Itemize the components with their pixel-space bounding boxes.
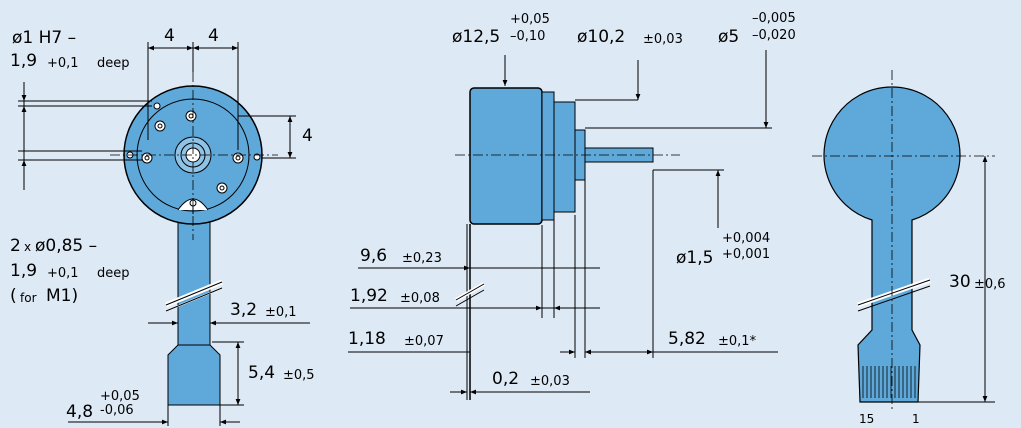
hole-dia-label: ø1 H7 – <box>12 28 77 48</box>
dia-shaft-mount-label: ø5 <box>718 27 740 47</box>
dia-shaft-label: ø1,5 <box>676 248 714 268</box>
hole2-dia: ø0,85 – <box>35 236 98 256</box>
hole-depth-label: 1,9 <box>10 51 38 71</box>
hole2-count: 2 <box>10 236 21 256</box>
len-b-tol: ±0,08 <box>400 291 440 306</box>
hole2-for-open: ( <box>10 286 17 306</box>
dia-mid-tol: ±0,03 <box>643 32 683 47</box>
flex-tail <box>177 214 211 346</box>
len-c-tol: ±0,07 <box>404 334 444 349</box>
pin-last-label: 1 <box>912 412 920 426</box>
len-shaft-label: 5,82 <box>668 329 706 349</box>
spacing-right-label: 4 <box>208 26 219 46</box>
front-view <box>18 42 310 426</box>
side-view <box>348 50 778 400</box>
flex-connector <box>167 344 221 406</box>
motor-body <box>469 87 543 225</box>
pin-first-label: 15 <box>859 412 875 426</box>
hole2-depth: 1,9 <box>10 261 38 281</box>
hole-deep-label: deep <box>97 56 130 71</box>
flex-width-tol: ±0,1 <box>265 305 297 320</box>
flex-length-tol: ±0,6 <box>974 277 1006 292</box>
len-shaft-tol: ±0,1* <box>718 334 757 349</box>
dia-shaft-tol-up: +0,004 <box>722 231 771 246</box>
connector-width-label: 4,8 <box>66 402 94 422</box>
len-a-label: 9,6 <box>360 246 388 266</box>
hole2-depth-tol: +0,1 <box>47 266 79 281</box>
dia-body-tol-dn: –0,10 <box>510 29 546 44</box>
connector-len-label: 5,4 <box>248 363 276 383</box>
flex-length-label: 30 <box>949 272 971 292</box>
len-a-tol: ±0,23 <box>402 251 442 266</box>
flex-view <box>812 70 995 410</box>
spacing-left-label: 4 <box>164 26 175 46</box>
len-b-label: 1,92 <box>350 286 388 306</box>
connector-width-tol-dn: -0,06 <box>100 403 134 418</box>
dia-shaft-mount-tol-dn: –0,020 <box>752 28 796 43</box>
dia-body-label: ø12,5 <box>452 27 501 47</box>
dia-mid-label: ø10,2 <box>577 27 626 47</box>
vertical-4-label: 4 <box>302 126 313 146</box>
connector-len-tol: ±0,5 <box>283 368 315 383</box>
connector-width-tol-up: +0,05 <box>100 389 140 404</box>
connector-pins <box>862 366 916 398</box>
dia-shaft-mount-tol-up: –0,005 <box>752 11 796 26</box>
hole2-for: for <box>20 291 37 305</box>
hole2-x: x <box>24 240 32 254</box>
hole2-deep: deep <box>97 266 130 281</box>
flex-outline <box>823 86 961 403</box>
hole-depth-tol: +0,1 <box>47 56 79 71</box>
dia-shaft-tol-dn: +0,001 <box>722 247 771 262</box>
flex-width-label: 3,2 <box>230 300 258 320</box>
thickness-tol: ±0,03 <box>530 374 570 389</box>
thickness-label: 0,2 <box>492 369 520 389</box>
len-c-label: 1,18 <box>348 329 386 349</box>
dia-body-tol-up: +0,05 <box>510 12 550 27</box>
hole2-for-m: M1) <box>46 286 79 306</box>
